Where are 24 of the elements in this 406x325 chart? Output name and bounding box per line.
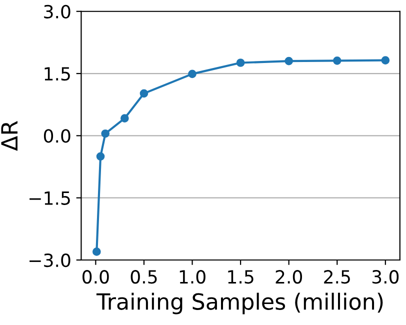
y-axis-title: ΔR	[1, 121, 18, 151]
x-tick-label: 3.0	[372, 270, 399, 284]
y-tick-label: −1.5	[30, 192, 70, 205]
y-tick-label: −3.0	[30, 253, 70, 268]
point	[92, 248, 101, 256]
point	[101, 129, 110, 138]
x-axis-title: Training Samples (million)	[96, 292, 383, 314]
point	[332, 56, 342, 65]
x-tick-label: 2.5	[324, 270, 350, 284]
point	[140, 89, 148, 98]
x-tick-label: 1.0	[180, 270, 206, 284]
point	[284, 56, 294, 66]
y-tick-label: 3.0	[44, 4, 70, 18]
point	[236, 58, 245, 67]
point	[381, 56, 390, 64]
y-tick-label: 1.5	[44, 67, 70, 81]
y-tick-label: 0.0	[44, 129, 70, 143]
x-tick-label: 2.0	[276, 270, 302, 284]
point	[188, 70, 196, 78]
point	[120, 114, 129, 122]
x-tick-label: 1.5	[228, 270, 254, 284]
x-tick-label: 0.5	[130, 270, 157, 284]
point	[96, 152, 105, 161]
x-tick-label: 0.0	[82, 270, 109, 284]
